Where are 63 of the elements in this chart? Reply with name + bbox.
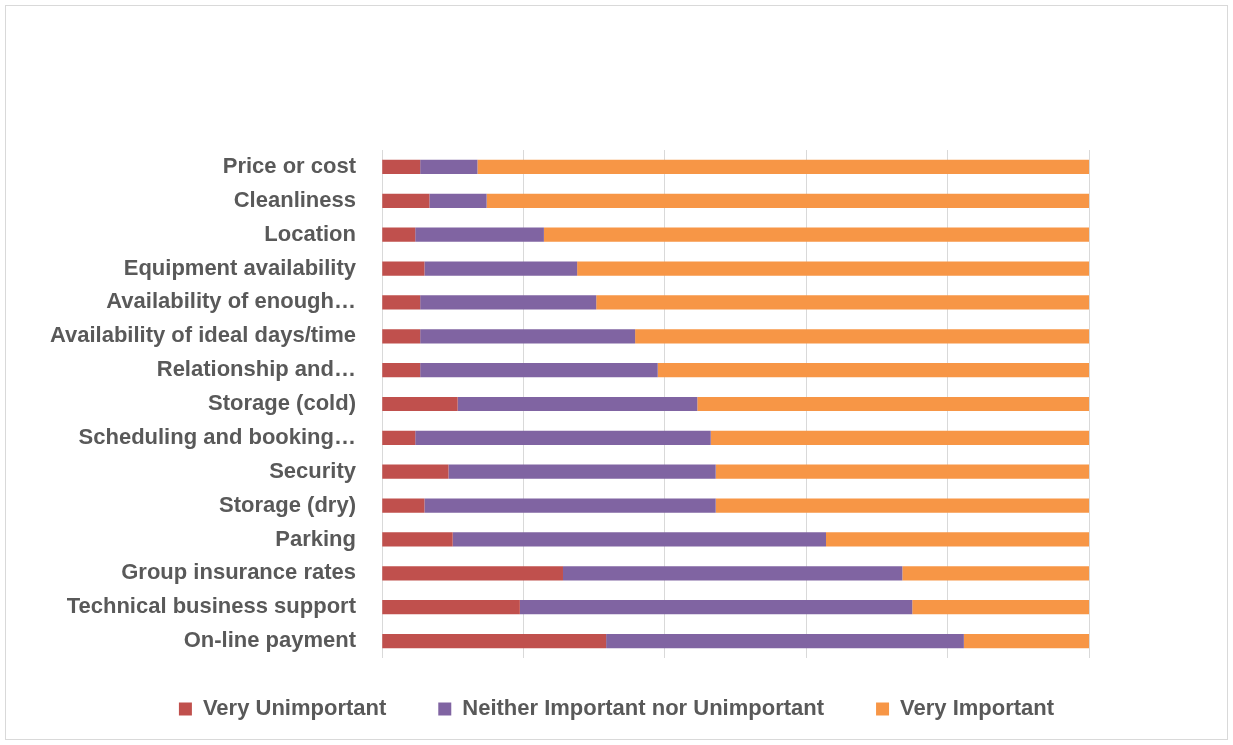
bar — [420, 329, 636, 344]
bar — [382, 363, 421, 378]
bar — [382, 464, 449, 479]
y-tick-label: Security — [269, 457, 357, 483]
y-tick-label: Price or cost — [222, 153, 357, 178]
bar — [963, 633, 1089, 649]
bar — [424, 498, 716, 513]
bar — [486, 193, 1089, 208]
bar — [420, 363, 658, 378]
bar — [382, 430, 416, 445]
bar — [420, 159, 478, 175]
y-tick-label: Availability of enough… — [106, 288, 356, 314]
bar — [715, 464, 1089, 479]
bar — [596, 295, 1089, 310]
bar — [382, 227, 416, 242]
bar — [382, 498, 425, 513]
legend-label: Very Unimportant — [202, 695, 387, 721]
y-tick-label: Storage (cold) — [208, 390, 356, 416]
bar — [415, 227, 544, 242]
bar — [477, 159, 1089, 175]
y-tick-label: Storage (dry) — [219, 491, 356, 517]
y-tick-label: Cleanliness — [233, 186, 356, 212]
bar — [826, 532, 1089, 547]
bar — [452, 532, 826, 547]
bar — [382, 600, 520, 615]
bar — [715, 498, 1089, 513]
bar — [710, 430, 1089, 445]
bar — [697, 396, 1089, 412]
y-tick-label: Equipment availability — [123, 254, 357, 280]
bar — [448, 464, 716, 479]
bar — [382, 193, 430, 208]
bar — [543, 227, 1089, 242]
bar — [429, 193, 487, 208]
bar — [382, 261, 425, 276]
y-tick-label: Scheduling and booking… — [78, 423, 356, 449]
y-tick-label: Availability of ideal days/time — [49, 322, 356, 348]
legend-label: Very Important — [900, 695, 1055, 721]
y-tick-label: Parking — [275, 525, 356, 551]
bar — [635, 329, 1089, 344]
bar — [562, 566, 903, 581]
y-tick-label: Group insurance rates — [121, 559, 356, 585]
bar — [912, 600, 1089, 615]
bar — [382, 396, 458, 412]
bar — [606, 633, 964, 649]
bar — [519, 600, 913, 615]
y-tick-label: Relationship and… — [156, 356, 356, 382]
bar — [415, 430, 711, 445]
bar — [657, 363, 1089, 378]
bar — [902, 566, 1089, 581]
bar — [382, 295, 421, 310]
legend-label: Neither Important nor Unimportant — [462, 695, 825, 721]
y-tick-label: Location — [264, 220, 356, 246]
bar — [382, 329, 421, 344]
y-tick-label: On-line payment — [183, 627, 357, 653]
bar — [382, 566, 563, 581]
bar — [424, 261, 578, 276]
bar — [577, 261, 1089, 276]
bar — [382, 633, 607, 649]
bar — [457, 396, 698, 412]
bar — [382, 532, 453, 547]
bar — [420, 295, 597, 310]
bar — [382, 159, 421, 175]
y-tick-label: Technical business support — [66, 593, 357, 619]
